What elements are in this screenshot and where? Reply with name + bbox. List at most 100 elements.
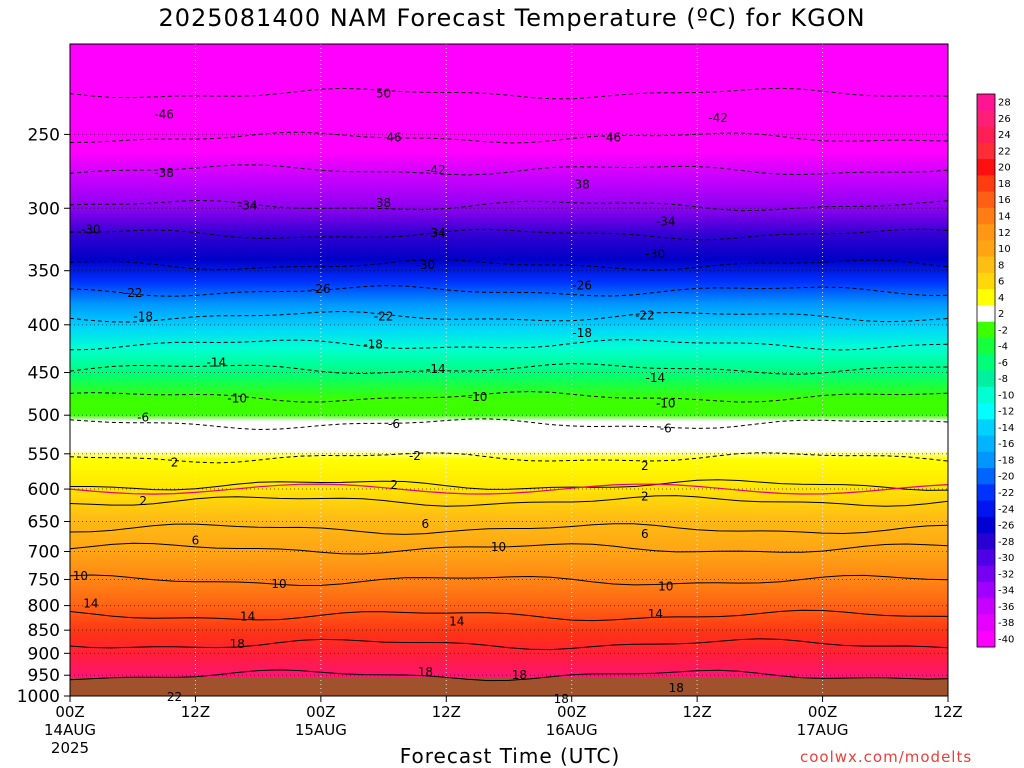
contour-label: -18 (572, 326, 592, 340)
contour-label: -14 (207, 355, 227, 369)
ground-surface (70, 678, 948, 696)
contour-label: 14 (648, 607, 663, 621)
contour-label: 18 (669, 681, 684, 695)
colorbar-swatch (977, 370, 995, 388)
colorbar-label: -6 (998, 358, 1008, 369)
colorbar-label: 2 (998, 309, 1004, 320)
contour-line (69, 542, 949, 555)
colorbar-swatch (977, 272, 995, 290)
y-tick-label: 900 (28, 644, 60, 664)
colorbar-label: 16 (998, 195, 1011, 206)
y-tick-label: 650 (28, 512, 60, 532)
colorbar-label: -14 (998, 423, 1014, 434)
contour-label: 2 (641, 489, 649, 503)
contour-label: -10 (468, 390, 488, 404)
colorbar-label: -22 (998, 488, 1014, 499)
y-tick-label: 500 (28, 406, 60, 426)
colorbar-swatch (977, 565, 995, 583)
colorbar-swatch (977, 630, 995, 648)
contour-labels: 50 -46 46 46 -42 -42 -38 38 38 -34 -34 -34 -30 -30 -30… (73, 87, 728, 707)
colorbar-swatch (977, 110, 995, 128)
x-tick-label: 12Z (682, 703, 711, 721)
colorbar-swatch (977, 468, 995, 485)
colorbar-swatch (977, 240, 995, 258)
y-tick-label: 850 (28, 621, 60, 641)
colorbar-label: -10 (998, 390, 1014, 401)
y-tick-label: 300 (28, 199, 60, 219)
colorbar-swatch (977, 354, 995, 371)
colorbar-swatch (977, 289, 995, 306)
colorbar-label: -18 (998, 455, 1014, 466)
x-tick-label: 00Z (557, 703, 586, 721)
colorbar-swatch (977, 224, 995, 241)
contour-label: 46 (606, 131, 621, 145)
colorbar-swatch (977, 159, 995, 176)
contour-label: 2 (390, 478, 398, 492)
colorbar-label: -24 (998, 504, 1014, 515)
contour-label: -6 (660, 422, 672, 436)
x-tick-date: 14AUG (44, 721, 96, 739)
contour-label: 2 (641, 459, 649, 473)
contour-lines (69, 87, 949, 682)
colorbar-label: 6 (998, 277, 1004, 288)
colorbar-label: -36 (998, 602, 1014, 613)
contour-label: -14 (426, 362, 446, 376)
y-tick-label: 1000 (17, 687, 60, 707)
colorbar-swatch (977, 337, 995, 355)
x-tick-date: 16AUG (546, 721, 598, 739)
colorbar-label: -32 (998, 569, 1014, 580)
contour-label: -14 (646, 371, 666, 385)
colorbar-label: 20 (998, 163, 1011, 174)
colorbar-label: -16 (998, 439, 1014, 450)
contour-label: 6 (422, 517, 430, 531)
contour-label: 10 (271, 577, 286, 591)
colorbar-label: -40 (998, 634, 1014, 645)
contour-line (70, 479, 949, 491)
colorbar-swatch (977, 419, 995, 437)
colorbar-label: 26 (998, 114, 1011, 125)
colorbar-label: -12 (998, 407, 1014, 418)
colorbar-label: 24 (998, 130, 1011, 141)
contour-label: -18 (133, 310, 153, 324)
colorbar-swatch (977, 94, 995, 111)
contour-line (69, 574, 949, 587)
contour-label: 2 (139, 494, 147, 508)
x-tick-label: 12Z (933, 703, 962, 721)
contour-label: -38 (154, 166, 174, 180)
contour-label: 10 (491, 540, 506, 554)
contour-label: 14 (83, 597, 98, 611)
y-tick-label: 950 (28, 666, 60, 686)
contour-label: -22 (374, 310, 394, 324)
contour-label: -34 (656, 215, 676, 229)
contour-label: 6 (641, 527, 649, 541)
colorbar-swatch (977, 598, 995, 615)
contour-line (69, 495, 949, 507)
colorbar-swatch (977, 207, 995, 225)
x-tick-label: 00Z (808, 703, 837, 721)
colorbar-swatch (977, 126, 995, 144)
contour-line (69, 669, 949, 682)
contour-label: -34 (426, 226, 446, 240)
colorbar-label: 12 (998, 228, 1011, 239)
colorbar-swatch (977, 614, 995, 632)
colorbar-swatch (977, 451, 995, 469)
y-tick-label: 600 (28, 480, 60, 500)
y-tick-label: 250 (28, 125, 60, 145)
x-axis-label: Forecast Time (UTC) (399, 744, 621, 768)
y-tick-label: 450 (28, 364, 60, 384)
contour-label: -18 (363, 338, 383, 352)
y-tick-label: 800 (28, 597, 60, 617)
contour-label: -26 (572, 278, 592, 292)
colorbar-swatch (977, 305, 995, 323)
contour-label: -10 (227, 392, 247, 406)
colorbar-label: 8 (998, 260, 1004, 271)
x-tick-date: 17AUG (797, 721, 849, 739)
contour-label: 6 (192, 533, 200, 547)
contour-label: -30 (81, 222, 101, 236)
contour-label: 2 (171, 456, 179, 470)
contour-label: -10 (656, 397, 676, 411)
y-tick-label: 550 (28, 445, 60, 465)
colorbar-swatch (977, 435, 995, 453)
colorbar-label: -8 (998, 374, 1008, 385)
